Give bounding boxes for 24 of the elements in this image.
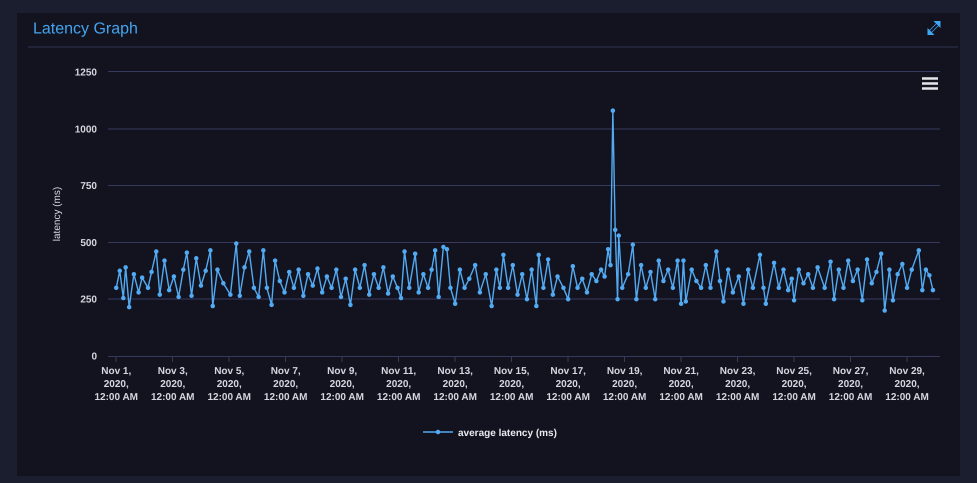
y-tick-label: 250 <box>80 294 98 306</box>
x-tick-label: Nov 5, 2020, 12:00 AM <box>207 366 251 404</box>
x-tick-label: Nov 3, 2020, 12:00 AM <box>150 366 194 404</box>
x-tick-label: Nov 23, 2020, 12:00 AM <box>716 366 760 404</box>
x-tick-label: Nov 29, 2020, 12:00 AM <box>885 366 929 404</box>
x-tick-label: Nov 9, 2020, 12:00 AM <box>320 366 364 404</box>
y-tick-label: 0 <box>91 352 98 362</box>
x-tick-label: Nov 27, 2020, 12:00 AM <box>828 366 872 404</box>
x-tick-label: Nov 25, 2020, 12:00 AM <box>772 366 816 404</box>
x-tick-label: Nov 21, 2020, 12:00 AM <box>659 366 703 404</box>
legend-label: average latency (ms) <box>458 428 557 439</box>
y-tick-label: 500 <box>80 238 98 249</box>
y-tick-label: 1000 <box>74 124 98 136</box>
y-tick-label: 1250 <box>74 68 98 78</box>
x-tick-label: Nov 1, 2020, 12:00 AM <box>94 366 138 404</box>
x-tick-label: Nov 15, 2020, 12:00 AM <box>490 366 534 404</box>
y-tick-label: 750 <box>80 181 98 192</box>
x-tick-label: Nov 19, 2020, 12:00 AM <box>602 366 646 404</box>
y-axis-title: latency (ms) <box>52 186 63 242</box>
x-tick-label: Nov 17, 2020, 12:00 AM <box>546 366 590 404</box>
x-tick-label: Nov 7, 2020, 12:00 AM <box>264 366 308 404</box>
x-tick-label: Nov 13, 2020, 12:00 AM <box>433 366 477 404</box>
x-tick-label: Nov 11, 2020, 12:00 AM <box>376 366 420 404</box>
chart-title: Latency Graph <box>33 20 138 38</box>
